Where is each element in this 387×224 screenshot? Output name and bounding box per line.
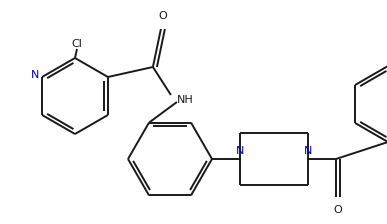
Text: NH: NH bbox=[176, 95, 193, 105]
Text: N: N bbox=[31, 70, 39, 80]
Text: N: N bbox=[304, 146, 312, 156]
Text: Cl: Cl bbox=[72, 39, 82, 49]
Text: N: N bbox=[236, 146, 244, 156]
Text: O: O bbox=[334, 205, 342, 215]
Text: O: O bbox=[159, 11, 167, 21]
